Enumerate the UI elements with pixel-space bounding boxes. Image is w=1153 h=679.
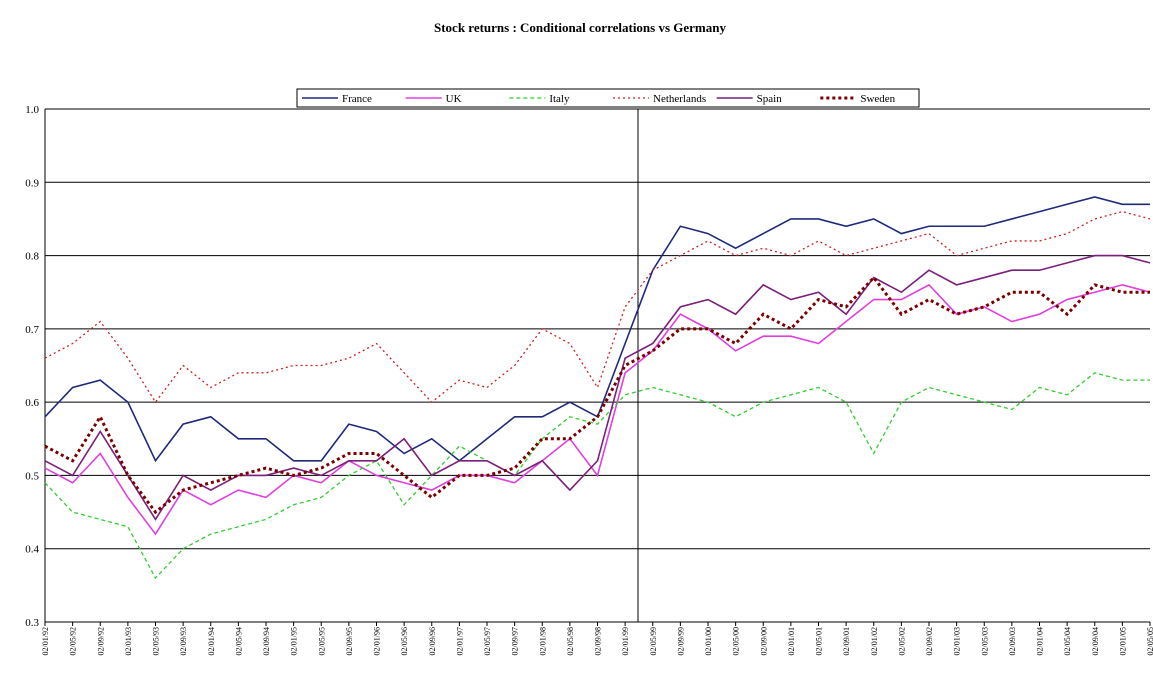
x-tick-label: 02/09/96 (428, 627, 437, 655)
x-tick-label: 02/05/03 (980, 627, 989, 655)
x-tick-label: 02/01/02 (870, 627, 879, 655)
y-tick-label: 0.7 (25, 324, 39, 336)
legend-label: UK (446, 93, 462, 105)
x-tick-label: 02/05/05 (1146, 627, 1153, 655)
series-line (44, 283, 1151, 536)
x-tick-label: 02/09/03 (1008, 627, 1017, 655)
y-tick-label: 0.4 (25, 544, 39, 556)
y-tick-label: 0.3 (25, 617, 39, 629)
legend-label: Sweden (860, 93, 895, 105)
chart-title: Stock returns : Conditional correlations… (434, 20, 727, 35)
x-tick-label: 02/05/93 (152, 627, 161, 655)
y-tick-label: 1.0 (25, 104, 39, 116)
x-tick-label: 02/01/98 (538, 627, 547, 655)
legend-label: Italy (549, 93, 570, 105)
x-tick-label: 02/01/00 (704, 627, 713, 655)
x-tick-label: 02/01/99 (621, 627, 630, 655)
x-tick-label: 02/09/93 (179, 627, 188, 655)
x-tick-label: 02/01/94 (207, 627, 216, 655)
x-tick-label: 02/05/97 (483, 627, 492, 655)
x-tick-label: 02/05/00 (732, 627, 741, 655)
x-tick-label: 02/05/96 (400, 627, 409, 655)
x-tick-label: 02/05/95 (317, 627, 326, 655)
x-tick-label: 02/01/93 (124, 627, 133, 655)
x-tick-label: 02/01/05 (1118, 627, 1127, 655)
x-tick-label: 02/09/95 (345, 627, 354, 655)
x-tick-label: 02/05/98 (566, 627, 575, 655)
x-tick-label: 02/09/02 (925, 627, 934, 655)
x-tick-label: 02/01/92 (41, 627, 50, 655)
x-tick-label: 02/09/97 (511, 627, 520, 655)
x-tick-label: 02/09/92 (96, 627, 105, 655)
x-tick-label: 02/05/92 (69, 627, 78, 655)
x-tick-label: 02/01/01 (787, 627, 796, 655)
y-tick-label: 0.5 (25, 470, 39, 482)
x-tick-label: 02/09/99 (676, 627, 685, 655)
x-tick-label: 02/05/02 (897, 627, 906, 655)
legend-label: France (342, 93, 372, 105)
x-tick-label: 02/01/03 (953, 627, 962, 655)
x-tick-label: 02/05/99 (649, 627, 658, 655)
x-tick-label: 02/05/01 (815, 627, 824, 655)
legend-label: Spain (757, 93, 783, 105)
series-line (44, 210, 1151, 404)
legend-label: Netherlands (653, 93, 706, 105)
x-tick-label: 02/05/04 (1063, 627, 1072, 655)
series-line (44, 372, 1150, 580)
y-tick-label: 0.8 (25, 251, 39, 263)
x-tick-label: 02/09/04 (1091, 627, 1100, 655)
x-tick-label: 02/09/98 (594, 627, 603, 655)
x-tick-label: 02/09/01 (842, 627, 851, 655)
x-tick-label: 02/09/94 (262, 627, 271, 655)
y-tick-label: 0.9 (25, 177, 39, 189)
series-line (44, 275, 1150, 515)
legend-box (296, 88, 920, 108)
series-line (44, 254, 1151, 521)
y-tick-label: 0.6 (25, 397, 39, 409)
x-tick-label: 02/05/94 (234, 627, 243, 655)
x-tick-label: 02/01/97 (455, 627, 464, 655)
x-tick-label: 02/01/04 (1036, 627, 1045, 655)
x-tick-label: 02/01/95 (290, 627, 299, 655)
x-tick-label: 02/09/00 (759, 627, 768, 655)
x-tick-label: 02/01/96 (373, 627, 382, 655)
